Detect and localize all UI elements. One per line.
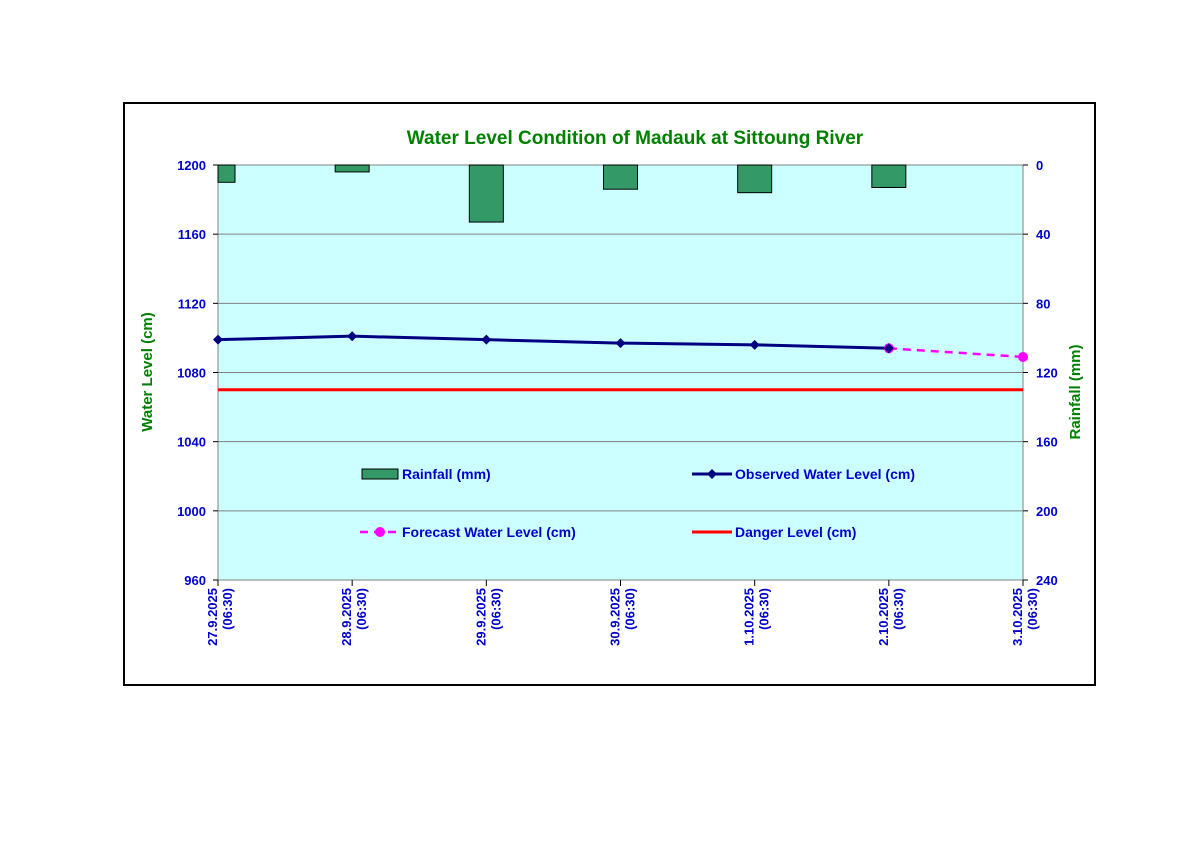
water-level-lines [213,331,1028,392]
legend-forecast-label: Forecast Water Level (cm) [402,524,576,540]
chart-title: Water Level Condition of Madauk at Sitto… [407,128,864,149]
legend-observed-label: Observed Water Level (cm) [735,466,915,482]
rainfall-bars [217,164,907,223]
y-tick-label: 1000 [177,504,206,519]
y2-tick-label: 160 [1036,435,1058,450]
legend-danger-label: Danger Level (cm) [735,524,856,540]
y2-tick-label: 40 [1036,227,1050,242]
legend-rainfall-swatch [361,468,399,480]
legend-observed-marker [707,469,717,479]
y-tick-label: 960 [184,573,206,588]
x-tick-label: 3.10.2025(06:30) [1010,588,1040,646]
y2-tick-label: 0 [1036,158,1043,173]
chart-frame: Water Level Condition of Madauk at Sitto… [123,102,1096,686]
y2-tick-label: 200 [1036,504,1058,519]
axes: 960 1000 1040 1080 1120 1160 1200 0 40 80 120 160 20… [177,158,1058,646]
observed-point [481,334,492,345]
observed-point [347,331,358,342]
rainfall-bar [468,164,504,223]
x-tick-label: 28.9.2025(06:30) [339,588,369,646]
y2-tick-label: 240 [1036,573,1058,588]
legend-forecast-marker [375,527,385,537]
rainfall-bar [334,164,370,173]
legend: Rainfall (mm) Observed Water Level (cm) Fo… [360,466,915,540]
y-tick-label: 1120 [178,296,206,311]
y-tick-label: 1040 [177,435,206,450]
x-tick-label: 2.10.2025(06:30) [876,588,906,646]
x-tick-label: 29.9.2025(06:30) [473,588,503,646]
observed-line [217,334,889,350]
rainfall-bar [217,164,236,183]
gridlines [218,233,1023,512]
rainfall-bar [603,164,638,190]
x-tick-label: 27.9.2025(06:30) [205,588,235,646]
x-tick-label: 30.9.2025(06:30) [608,588,638,646]
observed-point [615,338,626,349]
legend-rainfall-label: Rainfall (mm) [402,466,491,482]
y2-tick-label: 120 [1036,366,1058,381]
y-tick-label: 1200 [177,158,206,173]
forecast-line [888,347,1024,359]
x-tick-label: 1.10.2025(06:30) [742,588,772,646]
observed-point [213,334,223,345]
y2-tick-label: 80 [1036,296,1050,311]
y-axis-label: Water Level (cm) [139,312,156,431]
y-tick-label: 1080 [177,366,206,381]
observed-point [749,339,760,350]
rainfall-bar [737,164,773,194]
y-tick-label: 1160 [178,227,206,242]
rainfall-bar [871,164,907,188]
chart-svg: Water Level Condition of Madauk at Sitto… [139,128,1084,646]
observed-point [883,343,894,354]
y2-axis-label: Rainfall (mm) [1067,344,1084,439]
forecast-point [1018,351,1028,362]
